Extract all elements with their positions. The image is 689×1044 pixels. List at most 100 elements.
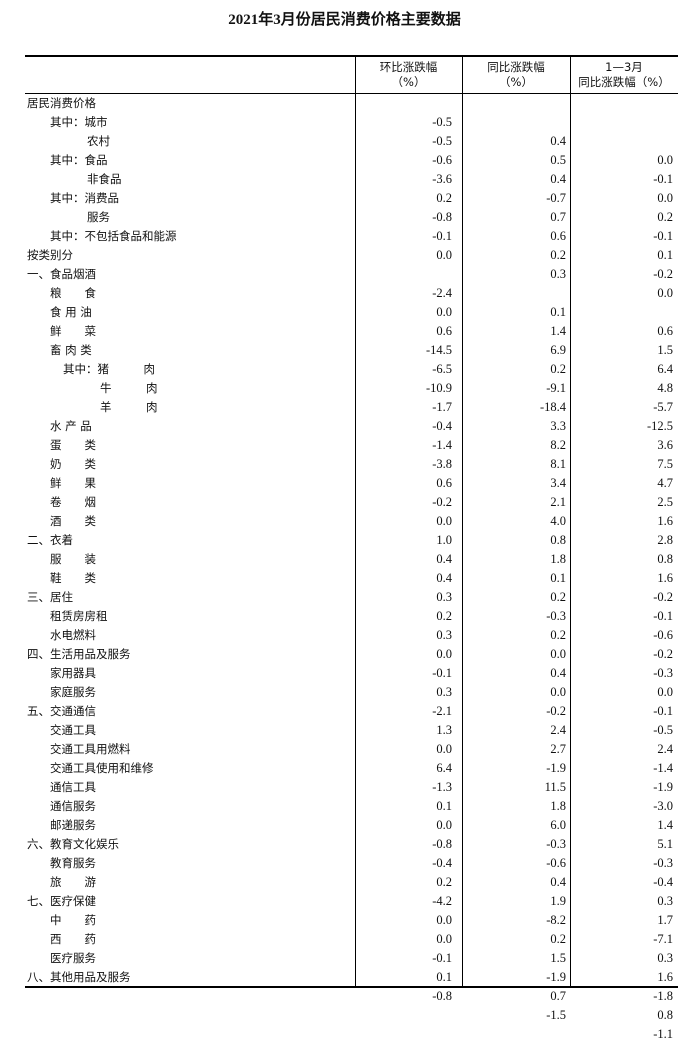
yoy-value: 0.0 xyxy=(550,685,566,699)
ytd-value: -0.1 xyxy=(653,609,673,623)
ytd-value: 1.4 xyxy=(657,818,673,832)
ytd-value: -5.7 xyxy=(653,400,673,414)
row-label: 交通工具用燃料 xyxy=(50,742,131,756)
yoy-value: 1.8 xyxy=(550,552,566,566)
mom-value: -0.1 xyxy=(432,951,452,965)
ytd-value: -1.9 xyxy=(653,780,673,794)
ytd-value: 4.8 xyxy=(657,381,673,395)
ytd-value: 0.0 xyxy=(657,685,673,699)
mom-value: 0.4 xyxy=(436,571,452,585)
mom-value: 0.4 xyxy=(436,552,452,566)
row-label: 医疗服务 xyxy=(50,951,96,965)
table-row: 其中：食品 -3.6 -0.7 0.2 xyxy=(25,151,678,224)
yoy-value: -9.1 xyxy=(546,381,566,395)
ytd-value: -1.1 xyxy=(653,1027,673,1041)
table-row: 二、衣着 0.4 0.1 -0.2 xyxy=(25,531,678,604)
mom-value: -2.1 xyxy=(432,704,452,718)
yoy-value: 0.7 xyxy=(550,989,566,1003)
row-label: 七、医疗保健 xyxy=(27,894,96,908)
yoy-value: 0.2 xyxy=(550,628,566,642)
ytd-value: -0.4 xyxy=(653,875,673,889)
row-label: 其中：食品 xyxy=(50,153,108,167)
ytd-value: -1.4 xyxy=(653,761,673,775)
table-row: 奶 类 0.6 2.1 1.6 xyxy=(25,455,678,528)
row-label: 奶 类 xyxy=(50,457,96,471)
yoy-value: 3.4 xyxy=(550,476,566,490)
yoy-value: -0.6 xyxy=(546,856,566,870)
table-bottom-rule xyxy=(25,986,678,988)
ytd-value: 1.6 xyxy=(657,970,673,984)
yoy-value: -1.9 xyxy=(546,761,566,775)
ytd-value: -0.2 xyxy=(653,590,673,604)
row-label: 羊 肉 xyxy=(100,400,158,414)
row-label: 服 装 xyxy=(50,552,96,566)
yoy-value: 1.5 xyxy=(550,951,566,965)
yoy-value: 0.1 xyxy=(550,305,566,319)
header-ytd-label: 同比涨跌幅（%） xyxy=(578,75,670,89)
ytd-value: 7.5 xyxy=(657,457,673,471)
table-row: 三、居住 0.2 0.2 -0.2 xyxy=(25,588,678,661)
mom-value: -2.4 xyxy=(432,286,452,300)
table-row: 牛 肉 -1.7 3.3 3.6 xyxy=(25,379,678,452)
mom-value: 0.3 xyxy=(436,590,452,604)
ytd-value: 1.6 xyxy=(657,571,673,585)
ytd-value: 6.4 xyxy=(657,362,673,376)
ytd-value: 1.7 xyxy=(657,913,673,927)
yoy-value: 0.6 xyxy=(550,229,566,243)
ytd-value: 1.6 xyxy=(657,514,673,528)
mom-value: 0.0 xyxy=(436,818,452,832)
table-row: 水电燃料 0.0 0.4 0.0 xyxy=(25,626,678,699)
mom-value: 0.0 xyxy=(436,305,452,319)
mom-value: 0.1 xyxy=(436,970,452,984)
row-label: 中 药 xyxy=(50,913,96,927)
row-label: 居民消费价格 xyxy=(27,96,96,110)
mom-value: 0.2 xyxy=(436,191,452,205)
yoy-value: 2.4 xyxy=(550,723,566,737)
ytd-value: 0.0 xyxy=(657,153,673,167)
row-label: 家庭服务 xyxy=(50,685,96,699)
column-divider xyxy=(462,57,463,986)
yoy-value: 0.4 xyxy=(550,666,566,680)
yoy-value: 8.2 xyxy=(550,438,566,452)
yoy-value: 0.2 xyxy=(550,362,566,376)
table-row: 旅 游 -4.2 -8.2 -7.1 xyxy=(25,873,678,946)
ytd-value: 3.6 xyxy=(657,438,673,452)
table-row: 其中：消费品 -0.8 0.6 0.1 xyxy=(25,189,678,262)
mom-value: -0.5 xyxy=(432,115,452,129)
table-row: 五、交通通信 1.3 2.7 -1.4 xyxy=(25,702,678,775)
row-label: 交通工具使用和维修 xyxy=(50,761,154,775)
table-row: 非食品 0.2 0.7 -0.1 xyxy=(25,170,678,243)
yoy-value: 6.0 xyxy=(550,818,566,832)
row-label: 租赁房房租 xyxy=(50,609,108,623)
column-divider xyxy=(355,57,356,986)
header-ytd: 1—3月 同比涨跌幅（%） xyxy=(570,57,678,94)
mom-value: -10.9 xyxy=(425,381,452,395)
yoy-value: -0.3 xyxy=(546,837,566,851)
row-label: 畜 肉 类 xyxy=(50,343,92,357)
row-label: 邮递服务 xyxy=(50,818,96,832)
table-row: 中 药 0.0 1.5 1.6 xyxy=(25,911,678,984)
table-row: 交通工具用燃料 6.4 11.5 -3.0 xyxy=(25,740,678,813)
mom-value: 0.6 xyxy=(436,324,452,338)
ytd-value: -0.3 xyxy=(653,666,673,680)
table-row: 服务 -0.1 0.2 -0.2 xyxy=(25,208,678,281)
ytd-value: 0.6 xyxy=(657,324,673,338)
table-row: 鲜 菜 -14.5 0.2 4.8 xyxy=(25,322,678,395)
row-label: 鲜 果 xyxy=(50,476,96,490)
yoy-value: 0.7 xyxy=(550,210,566,224)
row-label: 家用器具 xyxy=(50,666,96,680)
header-blank xyxy=(25,57,355,94)
row-label: 农村 xyxy=(87,134,110,148)
yoy-value: 0.2 xyxy=(550,248,566,262)
header-yoy: 同比涨跌幅 （%） xyxy=(462,57,570,94)
row-label: 牛 肉 xyxy=(100,381,158,395)
row-label: 二、衣着 xyxy=(27,533,73,547)
row-label: 按类别分 xyxy=(27,248,73,262)
ytd-value: 0.8 xyxy=(657,1008,673,1022)
row-label: 服务 xyxy=(87,210,110,224)
row-label: 食 用 油 xyxy=(50,305,92,319)
table-row: 家用器具 0.3 -0.2 -0.5 xyxy=(25,664,678,737)
row-label: 五、交通通信 xyxy=(27,704,96,718)
yoy-value: 4.0 xyxy=(550,514,566,528)
mom-value: 0.1 xyxy=(436,799,452,813)
